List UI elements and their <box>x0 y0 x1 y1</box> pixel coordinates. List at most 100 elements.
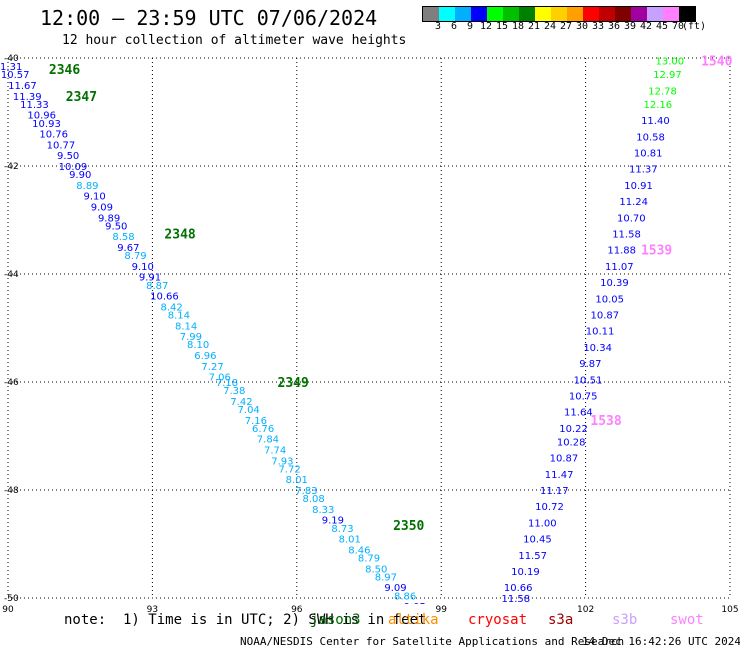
wave-height-point: 8.50 <box>365 564 387 575</box>
wave-height-point: 10.22 <box>559 424 588 435</box>
wave-height-point: 9.09 <box>91 203 113 214</box>
time-label: 2350 <box>393 519 424 534</box>
wave-height-point: 6.96 <box>194 351 216 362</box>
wave-height-point: 12.65 <box>660 41 689 52</box>
colorbar-swatch <box>663 7 679 21</box>
colorbar-labels: 3 6 9 12 15 18 21 24 27 30 33 36 39 42 45 70 (ft) <box>422 21 740 33</box>
wave-height-point: 12.97 <box>653 70 682 81</box>
satellite-legend-swot: swot <box>670 612 704 628</box>
wave-height-point: 11.64 <box>564 408 593 419</box>
wave-height-point: 12.78 <box>648 86 677 97</box>
wave-height-point: 10.87 <box>591 311 620 322</box>
wave-height-point: 10.45 <box>523 535 552 546</box>
colorbar-label: 42 <box>639 21 653 32</box>
wave-height-point: 10.77 <box>47 140 76 151</box>
wave-height-point: 7.16 <box>245 416 267 427</box>
colorbar-swatch <box>535 7 551 21</box>
wave-height-point: 10.34 <box>583 343 612 354</box>
x-tick-label: 90 <box>2 605 14 615</box>
wave-height-point: 10.87 <box>550 454 579 465</box>
colorbar-swatch <box>679 7 695 21</box>
wave-height-point: 6.76 <box>252 424 274 435</box>
wave-height-point: 8.14 <box>168 311 190 322</box>
wave-height-point: 7.99 <box>180 332 202 343</box>
wave-height-point: 12.55 <box>663 24 692 35</box>
wave-height-point: 9.87 <box>579 359 601 370</box>
colorbar-swatch <box>423 7 439 21</box>
time-label: 2346 <box>49 63 80 78</box>
colorbar-label: 36 <box>607 21 621 32</box>
wave-height-point: 8.14 <box>175 321 197 332</box>
timestamp: 14 Dec 16:42:26 UTC 2024 <box>582 635 740 648</box>
colorbar-label: 6 <box>450 21 458 32</box>
data-points: 11.3110.5711.6711.3911.3310.9610.9310.76… <box>0 0 733 613</box>
colorbar-swatch <box>647 7 663 21</box>
wave-height-point: 9.50 <box>105 221 127 232</box>
colorbar-swatch <box>615 7 631 21</box>
wave-height-point: 7.83 <box>295 486 317 497</box>
wave-height-point: 11.07 <box>605 262 634 273</box>
colorbar-swatch <box>455 7 471 21</box>
wave-height-point: 10.19 <box>511 567 540 578</box>
wave-height-point: 9.05 <box>404 602 426 613</box>
wave-height-point: 7.38 <box>223 386 245 397</box>
wave-height-point: 11.17 <box>540 486 569 497</box>
wave-height-point: 10.09 <box>59 162 88 173</box>
wave-height-point: 11.47 <box>545 470 574 481</box>
wave-height-point: 10.76 <box>39 130 68 141</box>
wave-height-point: 9.89 <box>98 213 120 224</box>
time-label: 1540 <box>701 55 732 70</box>
wave-height-point: 9.50 <box>57 151 79 162</box>
colorbar-label: 33 <box>591 21 605 32</box>
wave-height-point: 7.93 <box>271 456 293 467</box>
wave-height-point: 7.18 <box>216 378 238 389</box>
wave-height-point: 10.66 <box>504 583 533 594</box>
colorbar-label: 9 <box>466 21 474 32</box>
wave-height-point: 8.46 <box>348 545 370 556</box>
wave-height-point: 11.24 <box>619 197 648 208</box>
wave-height-point: 11.58 <box>501 594 530 605</box>
wave-height-point: 8.89 <box>76 181 98 192</box>
wave-height-point: 11.57 <box>518 551 547 562</box>
wave-height-point: 9.10 <box>84 192 106 203</box>
wave-height-point: 8.42 <box>161 302 183 313</box>
wave-height-point: 8.01 <box>339 535 361 546</box>
y-tick-label: -46 <box>4 378 19 388</box>
wave-height-point: 10.75 <box>569 392 598 403</box>
colorbar-label: 30 <box>575 21 589 32</box>
wave-height-point: 11.33 <box>20 100 49 111</box>
wave-height-point: 13.43 <box>670 0 699 3</box>
satellite-legend-s3a: s3a <box>548 612 574 628</box>
time-label: 2347 <box>66 90 97 105</box>
colorbar-label: (ft) <box>681 21 707 32</box>
wave-height-point: 7.27 <box>201 362 223 373</box>
wave-height-point: 11.39 <box>13 92 42 103</box>
wave-height-point: 10.28 <box>557 437 586 448</box>
wave-height-point: 8.33 <box>312 505 334 516</box>
colorbar-label: 27 <box>559 21 573 32</box>
wave-height-point: 12.16 <box>643 100 672 111</box>
wave-height-point: 11.58 <box>612 230 641 241</box>
wave-height-point: 10.51 <box>574 375 603 386</box>
wave-height-point: 10.58 <box>636 132 665 143</box>
colorbar <box>422 6 696 22</box>
wave-height-point: 8.08 <box>303 494 325 505</box>
wave-height-point: 8.58 <box>112 232 134 243</box>
wave-height-point: 11.00 <box>528 518 557 529</box>
y-tick-label: -50 <box>4 594 19 604</box>
wave-height-point: 9.91 <box>139 273 161 284</box>
x-tick-label: 96 <box>291 605 303 615</box>
wave-height-point: 10.70 <box>617 213 646 224</box>
colorbar-label: 12 <box>479 21 493 32</box>
satellite-legend-cryosat: cryosat <box>468 612 528 628</box>
wave-height-point: 7.74 <box>264 446 286 457</box>
x-tick-label: 99 <box>435 605 447 615</box>
wave-height-point: 10.96 <box>27 111 56 122</box>
time-label: 2349 <box>278 376 309 391</box>
wave-height-point: 8.10 <box>187 340 209 351</box>
satellite-legend-jason3: jason3 <box>310 612 361 628</box>
colorbar-label: 21 <box>527 21 541 32</box>
wave-height-point: 8.87 <box>146 281 168 292</box>
